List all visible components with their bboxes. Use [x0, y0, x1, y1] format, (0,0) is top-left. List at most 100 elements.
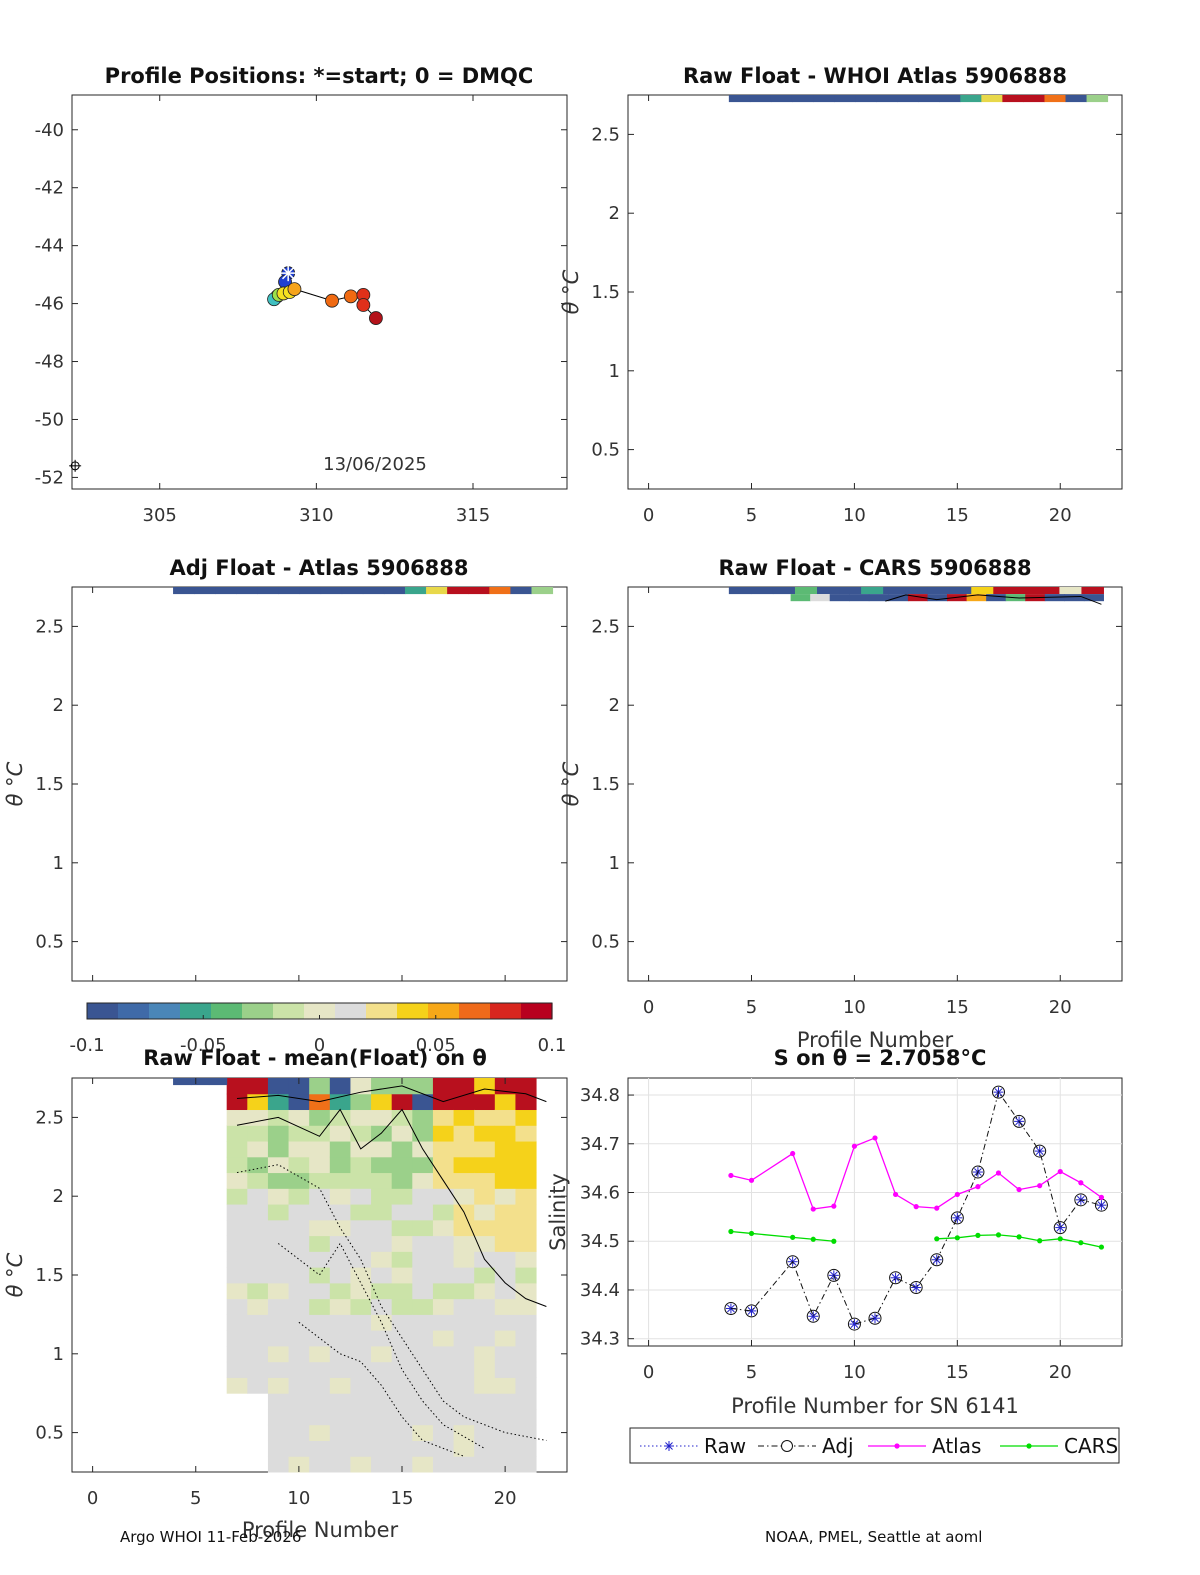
heat-cell	[226, 1361, 248, 1378]
heat-cell	[288, 1141, 310, 1158]
heat-cell	[494, 1298, 516, 1315]
positions-track	[69, 265, 383, 472]
x-tick-label: 15	[946, 1362, 969, 1383]
heat-cell	[432, 1298, 455, 1315]
colorbar-segment	[211, 1003, 243, 1019]
heat-cell	[247, 1251, 269, 1268]
x-tick-label: 0	[643, 505, 654, 526]
raw-atlas-axes	[627, 94, 1123, 490]
heat-cell	[267, 1361, 290, 1378]
heat-cell	[371, 1393, 393, 1410]
heat-cell	[453, 1172, 475, 1189]
heat-cell	[817, 587, 840, 595]
heat-cell	[309, 1188, 331, 1205]
heat-cell	[494, 1251, 516, 1268]
colorbar-segment	[459, 1003, 491, 1019]
x-tick-label: 0	[643, 997, 654, 1018]
colorbar-segment	[149, 1003, 181, 1019]
heat-cell	[474, 1361, 496, 1378]
heat-cell	[474, 1345, 496, 1363]
heat-cell	[247, 1156, 269, 1174]
heat-cell	[412, 1298, 434, 1315]
series-point	[913, 1204, 919, 1210]
heat-cell	[494, 1393, 516, 1410]
heat-cell	[267, 1204, 290, 1221]
heat-cell	[309, 1267, 331, 1284]
heat-cell	[215, 587, 237, 595]
heat-cell	[350, 1345, 372, 1363]
heat-cell	[391, 1251, 413, 1268]
heat-cell	[371, 1204, 393, 1221]
heat-cell	[515, 1408, 537, 1426]
heat-cell	[288, 1377, 310, 1394]
heat-cell	[391, 1361, 413, 1378]
heat-cell	[288, 1330, 310, 1347]
series-line	[730, 1137, 1102, 1210]
heat-cell	[226, 1267, 248, 1284]
series-point	[790, 1150, 796, 1157]
heat-cell	[453, 1456, 475, 1473]
heat-cell	[1023, 95, 1045, 103]
raw-cars-ylabel: θ °C	[559, 761, 583, 806]
y-tick-label: -40	[35, 120, 64, 141]
profile-position-marker	[368, 311, 383, 325]
heat-cell	[267, 1377, 290, 1394]
heat-cell	[350, 1440, 372, 1457]
heat-cell	[288, 1408, 310, 1426]
heat-cell	[453, 1282, 475, 1300]
heat-cell	[412, 1251, 434, 1268]
series-point	[891, 1273, 900, 1282]
legend-marker	[1026, 1443, 1032, 1449]
heat-cell	[371, 1109, 393, 1126]
panel-salinity: 0 5 10 15 20 34.3 34.4 34.5 34.6 34.7 34.8 S on θ …	[546, 1046, 1123, 1464]
heat-cell	[329, 1109, 351, 1126]
heat-cell	[247, 1109, 269, 1126]
series-point	[745, 1304, 758, 1318]
heat-cell	[971, 587, 994, 595]
y-tick-label: 34.3	[580, 1329, 620, 1350]
x-tick-label: 5	[190, 1488, 201, 1509]
heat-cell	[1015, 587, 1038, 595]
series-point	[992, 1085, 1005, 1099]
heat-cell	[194, 587, 216, 595]
heat-cell	[515, 1424, 537, 1441]
heat-cell	[267, 1345, 290, 1363]
heat-cell	[391, 1314, 413, 1331]
colorbar-segment	[428, 1003, 460, 1019]
series-raw	[725, 1087, 1107, 1330]
series-point	[1016, 1234, 1022, 1240]
series-point	[934, 1205, 940, 1211]
y-tick-label: 2.5	[591, 616, 620, 637]
heat-cell	[350, 1330, 372, 1347]
heat-cell	[474, 1109, 496, 1126]
heat-cell	[288, 1204, 310, 1221]
heat-cell	[391, 1298, 413, 1315]
legend-marker	[665, 1442, 673, 1450]
heat-cell	[391, 1219, 413, 1237]
heat-cell	[329, 1393, 351, 1410]
heat-cell	[770, 95, 793, 103]
heat-cell	[515, 1172, 537, 1189]
heat-cell	[350, 1093, 372, 1111]
heat-cell	[474, 1078, 496, 1095]
salinity-legend: Raw Adj Atlas CARS	[629, 1427, 1120, 1464]
contour-line-dotted	[277, 1242, 485, 1449]
heat-cell	[329, 1156, 351, 1174]
colorbar-tick-label: -0.05	[180, 1035, 227, 1056]
heat-cell	[474, 1456, 496, 1473]
y-tick-label: -52	[35, 467, 64, 488]
heat-cell	[267, 1093, 290, 1111]
heat-cell	[320, 587, 343, 595]
y-tick-label: 1	[609, 853, 620, 874]
legend-label: CARS	[1064, 1434, 1118, 1458]
legend-label: Raw	[704, 1434, 746, 1458]
series-point	[1098, 1244, 1105, 1250]
heat-cell	[371, 1251, 393, 1268]
heat-cell	[267, 1156, 290, 1174]
series-point	[954, 1235, 960, 1241]
heat-cell	[391, 1267, 413, 1284]
heat-cell	[515, 1188, 537, 1205]
heat-cell	[288, 1172, 310, 1189]
heat-cell	[226, 1204, 248, 1221]
heat-cell	[453, 1156, 475, 1174]
